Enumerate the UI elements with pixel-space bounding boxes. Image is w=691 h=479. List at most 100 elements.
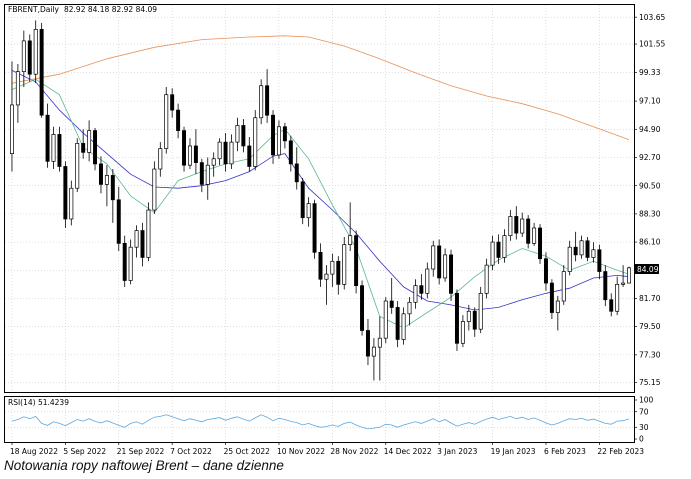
candle-body-bull: [460, 321, 465, 344]
candle-body-bull: [377, 337, 382, 348]
candle-body-bull: [591, 249, 596, 258]
candle-body-bull: [561, 271, 566, 302]
candle-body-bull: [567, 246, 572, 272]
candle-body-bull: [21, 40, 26, 72]
candle-body-bear: [39, 28, 44, 116]
rsi-panel-frame: [4, 396, 635, 443]
candle-body-bull: [69, 187, 74, 220]
candle-body-bear: [241, 125, 246, 147]
candle-body-bear: [288, 140, 293, 165]
candle-body-bull: [205, 164, 210, 185]
price-tick-label: 86.10: [639, 238, 661, 247]
price-tick-label: 75.15: [639, 378, 661, 387]
candle-body-bear: [140, 230, 145, 258]
candle-body-bull: [235, 125, 240, 143]
candle-body-bull: [342, 244, 347, 285]
candle-body-bear: [514, 216, 519, 234]
candle-body-bear: [365, 330, 370, 357]
candle-body-bull: [187, 145, 192, 166]
rsi-label: RSI(14) 51.4239: [8, 398, 69, 407]
candle-body-bull: [229, 141, 234, 165]
date-tick-label: 14 Dec 2022: [384, 447, 432, 456]
candle-body-bear: [271, 114, 276, 156]
candle-body-bull: [508, 216, 513, 237]
candle-body-bear: [199, 162, 204, 185]
candle-body-bear: [170, 94, 175, 111]
date-tick-label: 22 Feb 2023: [597, 447, 644, 456]
candle-body-bull: [401, 313, 406, 340]
candle-body-bull: [276, 126, 281, 156]
candle-body-bull: [33, 28, 38, 75]
ma-green-line: [11, 78, 630, 329]
candle-body-bear: [110, 175, 115, 201]
candle-body-bull: [217, 141, 222, 160]
candle-body-bull: [383, 300, 388, 339]
rsi-tick-label: 30: [639, 423, 649, 432]
date-tick-label: 6 Feb 2023: [544, 447, 586, 456]
candle-body-bear: [294, 163, 299, 183]
candle-body-bear: [247, 145, 252, 167]
candle-body-bull: [87, 130, 92, 153]
candle-body-bull: [348, 235, 353, 245]
candle-body-bear: [45, 114, 50, 162]
candle-body-bull: [443, 254, 448, 279]
candle-body-bull: [306, 203, 311, 219]
candle-body-bull: [253, 117, 258, 167]
candle-body-bear: [573, 246, 578, 256]
candle-body-bull: [371, 346, 376, 357]
rsi-line: [11, 414, 630, 430]
candle-body-bear: [585, 240, 590, 258]
candle-body-bear: [176, 109, 181, 131]
price-tick-label: 90.50: [639, 181, 661, 190]
date-tick-label: 7 Oct 2022: [170, 447, 212, 456]
candle-body-bear: [282, 126, 287, 142]
candle-body-bull: [211, 158, 216, 166]
price-tick-label: 88.30: [639, 209, 661, 218]
candle-body-bull: [532, 227, 537, 244]
candle-body-bull: [15, 71, 20, 106]
price-tick-label: 79.50: [639, 322, 661, 331]
candle-body-bull: [104, 175, 109, 185]
candle-body-bear: [93, 130, 98, 165]
price-tick-label: 92.70: [639, 153, 661, 162]
ma-blue-line: [11, 70, 630, 311]
candle-body-bear: [437, 245, 442, 279]
date-tick-label: 3 Jan 2023: [437, 447, 477, 456]
candle-body-bear: [543, 258, 548, 284]
candle-body-bear: [193, 145, 198, 163]
price-tick-label: 101.55: [639, 40, 665, 49]
candle-body-bull: [502, 235, 507, 258]
candle-body-bull: [615, 284, 620, 312]
candle-body-bear: [395, 307, 400, 340]
price-tick-label: 99.33: [639, 68, 661, 77]
date-tick-label: 25 Oct 2022: [224, 447, 271, 456]
price-tick-label: 97.10: [639, 97, 661, 106]
candle-body-bear: [98, 163, 103, 185]
candle-body-bull: [425, 268, 430, 294]
candle-body-bull: [259, 85, 264, 119]
date-tick-label: 21 Sep 2022: [117, 447, 165, 456]
candlesticks: [9, 20, 632, 381]
candle-body-bull: [490, 241, 495, 266]
candle-body-bull: [75, 143, 80, 189]
candle-body-bull: [330, 260, 335, 275]
moving-averages: [11, 35, 630, 329]
candle-body-bull: [9, 104, 14, 154]
candle-body-bull: [146, 209, 151, 258]
chart-caption: Notowania ropy naftowej Brent – dane dzi…: [4, 458, 284, 473]
rsi-indicator: [11, 414, 630, 430]
rsi-tick-label: 100: [639, 396, 654, 405]
ma-orange-line: [11, 35, 630, 140]
current-price-label: 84.09: [637, 265, 659, 274]
candle-body-bull: [478, 292, 483, 330]
candle-body-bull: [466, 310, 471, 322]
date-tick-label: 18 Aug 2022: [10, 447, 58, 456]
axes: 103.65 101.55 99.33 97.10 94.90 92.70 90.50 88.…: [10, 13, 666, 456]
candle-body-bear: [122, 243, 127, 281]
candle-body-bear: [597, 249, 602, 272]
candle-body-bull: [579, 240, 584, 256]
candle-body-bear: [609, 299, 614, 312]
candle-body-bear: [27, 40, 32, 75]
price-tick-label: 77.30: [639, 350, 661, 359]
candle-body-bull: [407, 301, 412, 315]
